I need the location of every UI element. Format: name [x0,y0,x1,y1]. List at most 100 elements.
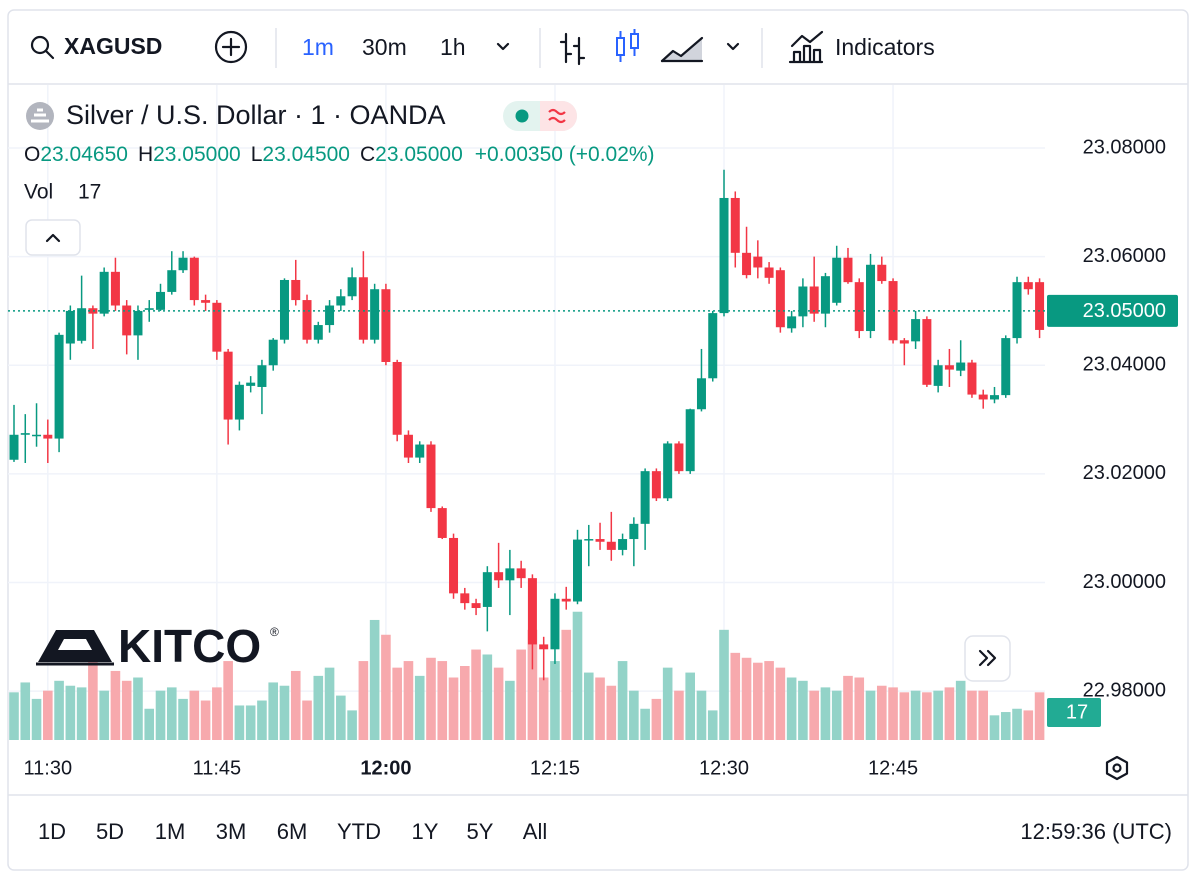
y-tick-label: 23.04000 [1083,354,1166,376]
toolbar: XAGUSD 1m 30m 1h Indicators [30,28,935,68]
volume-bar [617,661,628,740]
candle-body [911,319,921,342]
candle-body [144,308,154,310]
range-button[interactable]: 1D [38,819,66,844]
volume-bar [155,690,166,740]
volume-bar [899,692,910,740]
volume-bar [629,690,639,740]
volume-bar [775,667,786,740]
volume-bar [786,677,797,740]
symbol-icon-glyph [31,108,49,123]
volume-bar [369,619,380,740]
volume-bar [99,690,109,740]
volume-bar [268,682,279,740]
x-tick-label: 11:45 [193,757,242,779]
range-button[interactable]: 5Y [467,819,494,844]
interval-button[interactable]: 30m [362,34,407,60]
volume-bar [381,634,391,740]
volume-bar [471,649,481,740]
candle-body [122,305,132,336]
candle-body [325,305,335,326]
last-price-box [1047,294,1178,327]
status-pill[interactable] [503,101,577,131]
candle-body [843,257,853,283]
candle-body [527,578,537,645]
overlay: 22.98000 23.00000 23.02000 23.04000 23.06000… [24,136,1178,779]
candle-body [471,603,481,609]
candle-body [899,340,909,344]
candle-body [77,308,87,341]
candle-body [798,286,808,317]
area-style[interactable] [660,36,704,63]
interval-menu[interactable] [496,42,510,51]
volume-bar [910,690,921,740]
volume-bar [876,685,887,740]
candle-body [651,471,661,499]
range-button[interactable]: 5D [96,819,124,844]
volume-bar [313,675,324,740]
volume-bar [212,687,222,740]
candle-body [606,541,616,550]
interval-button[interactable]: 1m [302,34,334,60]
candle-body [989,395,999,400]
range-button[interactable]: 6M [277,819,308,844]
candle-body [201,300,211,303]
volume-bar [88,661,98,740]
interval-button[interactable]: 1h [440,34,466,60]
candle-body [212,302,222,352]
range-button[interactable]: YTD [337,819,381,844]
volume-bar [527,629,538,740]
range-button[interactable]: 3M [216,819,247,844]
candle-body [967,362,977,395]
range-button[interactable]: 1M [155,819,186,844]
legend: Silver / U.S. Dollar · 1 · OANDA O23.046… [24,100,655,256]
volume-bar [200,700,211,740]
indicators-button[interactable]: Indicators [788,30,935,64]
volume-bar [110,670,121,740]
volume-bar [651,698,662,740]
candle-body [696,378,706,410]
range-button[interactable]: 1Y [412,819,439,844]
volume-bar [1000,712,1011,740]
candle-body [877,264,887,282]
symbol-search[interactable]: XAGUSD [30,33,162,60]
clock: 12:59:36 (UTC) [1020,819,1172,844]
candle-body [516,568,526,579]
bars-style[interactable] [559,32,586,66]
volume-bar [234,705,245,740]
x-tick-label: 11:30 [24,757,73,779]
symbol[interactable]: XAGUSD [64,33,162,59]
candle-body [392,361,402,435]
candle-body [246,382,256,386]
candles-style[interactable] [616,29,639,62]
volume-bar [223,661,233,740]
candle-body [933,365,943,386]
indicators-label[interactable]: Indicators [835,34,935,60]
volume-bar [685,672,695,740]
y-tick-label: 23.06000 [1083,245,1166,267]
style-menu[interactable] [726,42,740,51]
volume-bar [121,680,132,740]
volume-bar [403,661,414,740]
volume-bar [437,661,448,740]
ohlc-label: O [24,143,40,166]
compare-button[interactable] [214,30,248,64]
candle-body [268,339,278,366]
settings-button[interactable] [1105,755,1129,781]
range-button[interactable]: All [523,819,547,844]
volume-bar [741,657,752,740]
x-tick-label: 12:15 [530,757,580,779]
y-tick-label: 22.98000 [1083,679,1166,701]
candle-body [302,300,312,340]
candle-body [178,257,188,271]
scroll-to-realtime[interactable] [964,635,1011,682]
candle-body [866,264,876,332]
candle-body [234,384,244,420]
volume-bar [753,662,763,740]
collapse-button[interactable] [25,219,81,256]
candle-body [742,252,752,276]
frame [7,9,1189,871]
volume-bar [843,675,853,740]
volume-bar [257,700,267,740]
